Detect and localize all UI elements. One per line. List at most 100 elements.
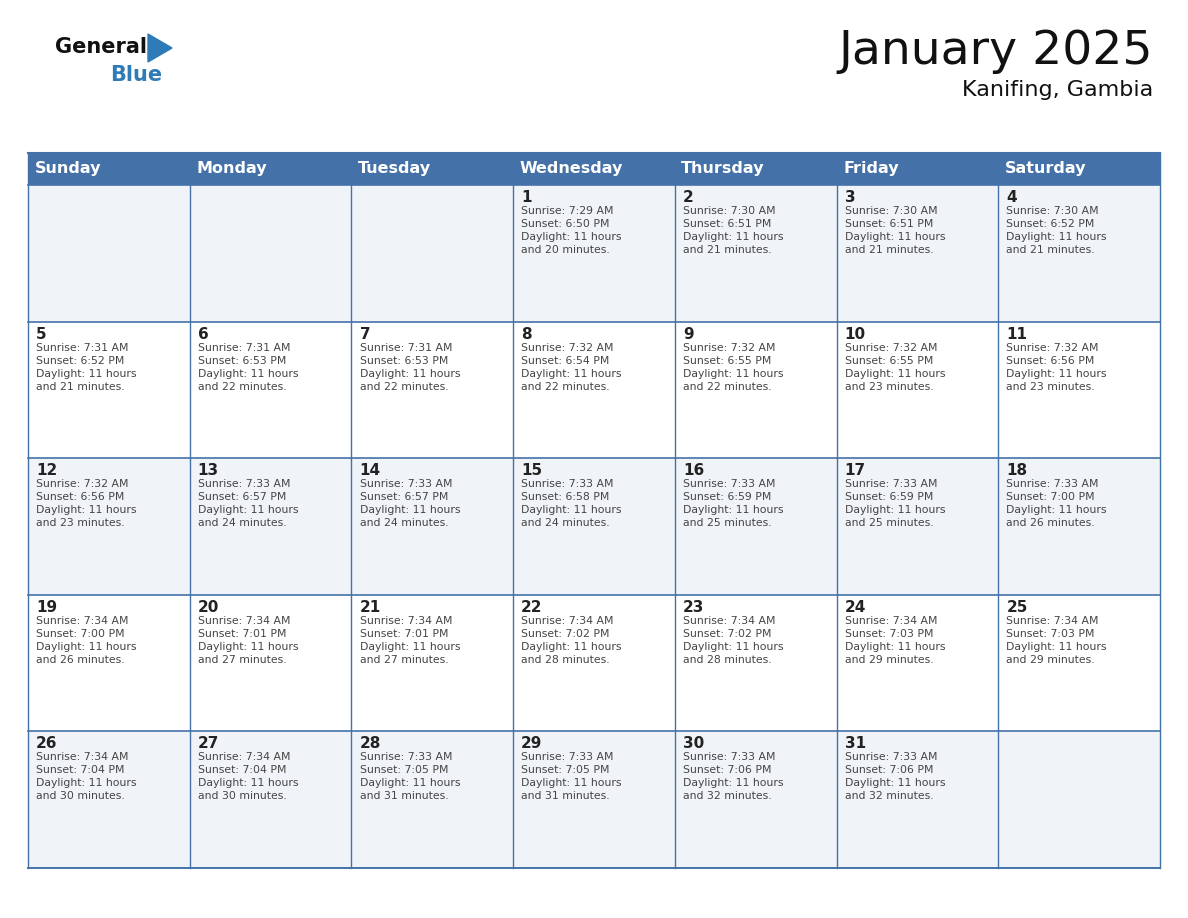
Text: Sunrise: 7:34 AM: Sunrise: 7:34 AM: [845, 616, 937, 626]
Text: 30: 30: [683, 736, 704, 752]
Text: and 30 minutes.: and 30 minutes.: [197, 791, 286, 801]
Text: Daylight: 11 hours: Daylight: 11 hours: [683, 369, 783, 378]
Text: 29: 29: [522, 736, 543, 752]
Text: 15: 15: [522, 464, 543, 478]
Text: and 31 minutes.: and 31 minutes.: [360, 791, 448, 801]
Text: Sunset: 6:57 PM: Sunset: 6:57 PM: [360, 492, 448, 502]
Text: Sunset: 6:53 PM: Sunset: 6:53 PM: [197, 355, 286, 365]
Text: Daylight: 11 hours: Daylight: 11 hours: [197, 642, 298, 652]
Text: Sunset: 6:58 PM: Sunset: 6:58 PM: [522, 492, 609, 502]
Text: and 26 minutes.: and 26 minutes.: [1006, 518, 1095, 528]
Text: 2: 2: [683, 190, 694, 205]
Text: 28: 28: [360, 736, 381, 752]
Text: Kanifing, Gambia: Kanifing, Gambia: [962, 80, 1154, 100]
Text: Sunrise: 7:31 AM: Sunrise: 7:31 AM: [36, 342, 128, 353]
Bar: [29, 732, 1159, 868]
Text: Daylight: 11 hours: Daylight: 11 hours: [197, 778, 298, 789]
Text: and 22 minutes.: and 22 minutes.: [522, 382, 609, 392]
Text: Daylight: 11 hours: Daylight: 11 hours: [1006, 642, 1107, 652]
Text: Daylight: 11 hours: Daylight: 11 hours: [36, 642, 137, 652]
Bar: [29, 153, 1159, 185]
Text: and 27 minutes.: and 27 minutes.: [197, 655, 286, 665]
Text: 6: 6: [197, 327, 209, 341]
Text: Sunrise: 7:33 AM: Sunrise: 7:33 AM: [683, 753, 776, 763]
Text: Sunrise: 7:32 AM: Sunrise: 7:32 AM: [683, 342, 776, 353]
Text: 5: 5: [36, 327, 46, 341]
Text: Sunset: 6:55 PM: Sunset: 6:55 PM: [845, 355, 933, 365]
Text: Sunrise: 7:33 AM: Sunrise: 7:33 AM: [360, 753, 451, 763]
Text: Daylight: 11 hours: Daylight: 11 hours: [36, 505, 137, 515]
Text: and 28 minutes.: and 28 minutes.: [683, 655, 771, 665]
Text: Sunrise: 7:34 AM: Sunrise: 7:34 AM: [36, 616, 128, 626]
Text: 27: 27: [197, 736, 219, 752]
Text: Sunrise: 7:34 AM: Sunrise: 7:34 AM: [683, 616, 776, 626]
Text: Sunrise: 7:33 AM: Sunrise: 7:33 AM: [845, 479, 937, 489]
Text: Daylight: 11 hours: Daylight: 11 hours: [683, 778, 783, 789]
Text: Sunset: 7:06 PM: Sunset: 7:06 PM: [845, 766, 933, 776]
Text: Daylight: 11 hours: Daylight: 11 hours: [845, 642, 946, 652]
Text: January 2025: January 2025: [839, 29, 1154, 74]
Text: and 24 minutes.: and 24 minutes.: [360, 518, 448, 528]
Text: 4: 4: [1006, 190, 1017, 205]
Text: Sunset: 7:06 PM: Sunset: 7:06 PM: [683, 766, 771, 776]
Text: Sunset: 7:04 PM: Sunset: 7:04 PM: [36, 766, 125, 776]
Text: Sunrise: 7:33 AM: Sunrise: 7:33 AM: [360, 479, 451, 489]
Text: Sunrise: 7:33 AM: Sunrise: 7:33 AM: [197, 479, 290, 489]
Text: 1: 1: [522, 190, 532, 205]
Text: 21: 21: [360, 599, 381, 615]
Text: and 21 minutes.: and 21 minutes.: [1006, 245, 1095, 255]
Text: Tuesday: Tuesday: [358, 162, 431, 176]
Text: 23: 23: [683, 599, 704, 615]
Text: Sunset: 7:02 PM: Sunset: 7:02 PM: [683, 629, 771, 639]
Text: 20: 20: [197, 599, 219, 615]
Text: Sunset: 6:50 PM: Sunset: 6:50 PM: [522, 219, 609, 229]
Text: Sunset: 6:54 PM: Sunset: 6:54 PM: [522, 355, 609, 365]
Text: 18: 18: [1006, 464, 1028, 478]
Text: and 26 minutes.: and 26 minutes.: [36, 655, 125, 665]
Text: 24: 24: [845, 599, 866, 615]
Text: Sunrise: 7:34 AM: Sunrise: 7:34 AM: [36, 753, 128, 763]
Text: Daylight: 11 hours: Daylight: 11 hours: [36, 369, 137, 378]
Text: Daylight: 11 hours: Daylight: 11 hours: [845, 232, 946, 242]
Bar: [29, 458, 1159, 595]
Text: Saturday: Saturday: [1005, 162, 1086, 176]
Text: 19: 19: [36, 599, 57, 615]
Text: Wednesday: Wednesday: [519, 162, 623, 176]
Text: Sunset: 7:04 PM: Sunset: 7:04 PM: [197, 766, 286, 776]
Text: Daylight: 11 hours: Daylight: 11 hours: [522, 369, 621, 378]
Text: Daylight: 11 hours: Daylight: 11 hours: [197, 369, 298, 378]
Text: 14: 14: [360, 464, 380, 478]
Text: and 21 minutes.: and 21 minutes.: [36, 382, 125, 392]
Text: and 23 minutes.: and 23 minutes.: [845, 382, 934, 392]
Text: 22: 22: [522, 599, 543, 615]
Text: Sunrise: 7:33 AM: Sunrise: 7:33 AM: [1006, 479, 1099, 489]
Text: and 23 minutes.: and 23 minutes.: [1006, 382, 1095, 392]
Text: Daylight: 11 hours: Daylight: 11 hours: [1006, 232, 1107, 242]
Text: 31: 31: [845, 736, 866, 752]
Text: Daylight: 11 hours: Daylight: 11 hours: [360, 369, 460, 378]
Text: and 22 minutes.: and 22 minutes.: [197, 382, 286, 392]
Text: Daylight: 11 hours: Daylight: 11 hours: [522, 505, 621, 515]
Text: Sunrise: 7:32 AM: Sunrise: 7:32 AM: [845, 342, 937, 353]
Text: Sunrise: 7:33 AM: Sunrise: 7:33 AM: [845, 753, 937, 763]
Text: Daylight: 11 hours: Daylight: 11 hours: [683, 232, 783, 242]
Text: Daylight: 11 hours: Daylight: 11 hours: [1006, 369, 1107, 378]
Text: and 29 minutes.: and 29 minutes.: [845, 655, 934, 665]
Text: 17: 17: [845, 464, 866, 478]
Text: Daylight: 11 hours: Daylight: 11 hours: [683, 642, 783, 652]
Text: Blue: Blue: [110, 65, 162, 85]
Text: and 30 minutes.: and 30 minutes.: [36, 791, 125, 801]
Text: 11: 11: [1006, 327, 1028, 341]
Text: Sunset: 6:55 PM: Sunset: 6:55 PM: [683, 355, 771, 365]
Text: 26: 26: [36, 736, 57, 752]
Text: and 27 minutes.: and 27 minutes.: [360, 655, 448, 665]
Text: Sunset: 7:02 PM: Sunset: 7:02 PM: [522, 629, 609, 639]
Text: Thursday: Thursday: [682, 162, 765, 176]
Text: Daylight: 11 hours: Daylight: 11 hours: [1006, 505, 1107, 515]
Text: Sunset: 7:03 PM: Sunset: 7:03 PM: [845, 629, 933, 639]
Text: Sunset: 7:00 PM: Sunset: 7:00 PM: [36, 629, 125, 639]
Text: Sunset: 6:52 PM: Sunset: 6:52 PM: [1006, 219, 1095, 229]
Text: Sunrise: 7:34 AM: Sunrise: 7:34 AM: [1006, 616, 1099, 626]
Text: Sunrise: 7:30 AM: Sunrise: 7:30 AM: [683, 206, 776, 216]
Text: Sunrise: 7:34 AM: Sunrise: 7:34 AM: [197, 616, 290, 626]
